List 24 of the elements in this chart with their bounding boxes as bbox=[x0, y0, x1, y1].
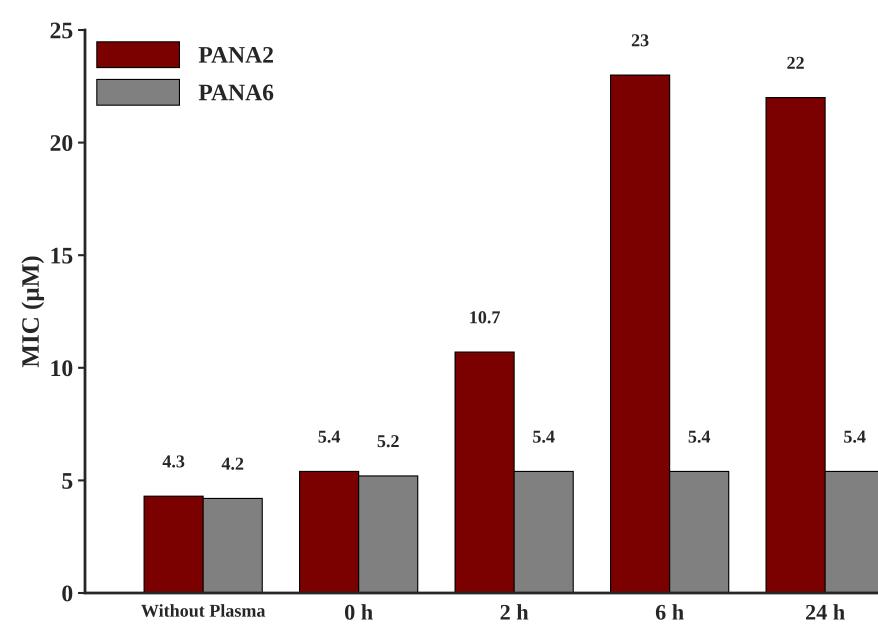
data-label: 10.7 bbox=[470, 311, 500, 324]
y-tick-label: 5 bbox=[62, 473, 72, 489]
data-label: 5.4 bbox=[844, 430, 866, 443]
x-tick-label: 6 h bbox=[656, 604, 684, 620]
x-tick-label: 24 h bbox=[806, 604, 845, 620]
data-label: 4.2 bbox=[222, 458, 244, 470]
y-tick-label: 25 bbox=[50, 22, 72, 38]
y-tick-label: 10 bbox=[51, 360, 72, 376]
data-label: 23 bbox=[632, 34, 649, 46]
x-tick-label: 2 h bbox=[500, 604, 528, 620]
x-tick-label: 0 h bbox=[345, 604, 373, 620]
data-label: 5.4 bbox=[318, 430, 340, 443]
data-label: 5.2 bbox=[378, 435, 399, 448]
y-tick-label: 15 bbox=[51, 248, 72, 264]
x-tick-label: Without Plasma bbox=[141, 604, 266, 617]
legend-label: PANA2 bbox=[198, 46, 273, 63]
data-label: 5.4 bbox=[688, 430, 710, 443]
y-tick-label: 0 bbox=[62, 585, 72, 602]
data-label: 22 bbox=[787, 56, 804, 69]
data-label: 5.4 bbox=[533, 430, 555, 443]
legend-label: PANA6 bbox=[198, 84, 274, 100]
y-tick-label: 20 bbox=[50, 135, 72, 152]
y-axis-title: MIC (µM) bbox=[21, 256, 44, 368]
data-label: 4.3 bbox=[162, 455, 184, 468]
